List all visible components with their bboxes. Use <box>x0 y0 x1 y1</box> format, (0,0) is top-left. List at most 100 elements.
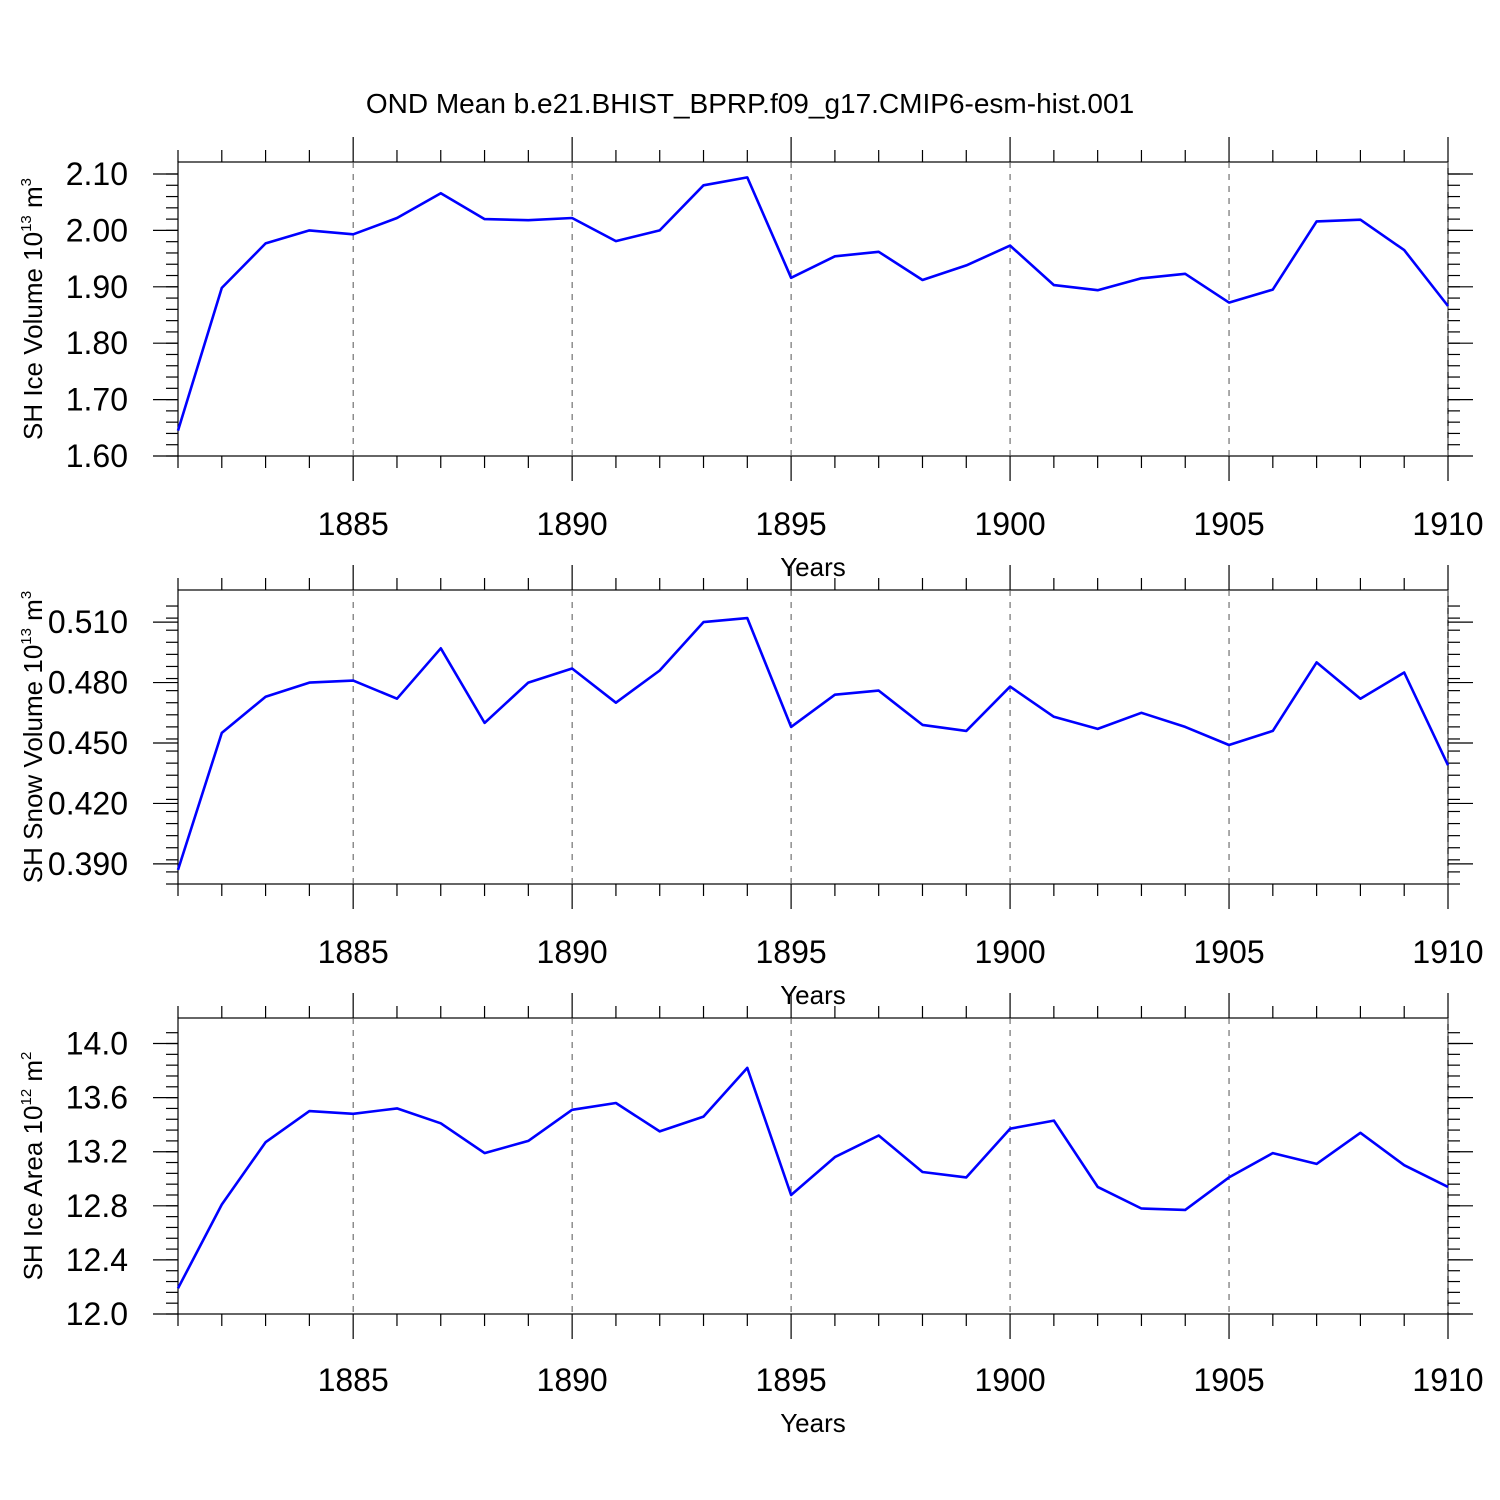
data-point <box>1227 1175 1231 1179</box>
data-point <box>351 1112 355 1116</box>
data-point <box>1096 1185 1100 1189</box>
data-point <box>964 729 968 733</box>
data-point <box>307 228 311 232</box>
x-tick-label: 1885 <box>318 506 389 542</box>
data-point <box>1008 244 1012 248</box>
data-point <box>1315 1162 1319 1166</box>
y-tick-label: 0.420 <box>48 785 128 821</box>
y-tick-label: 12.4 <box>66 1242 128 1278</box>
data-point <box>1139 711 1143 715</box>
y-axis-title-text: m <box>18 599 48 628</box>
x-tick-label: 1890 <box>537 1362 608 1398</box>
y-tick-label: 13.2 <box>66 1134 128 1170</box>
data-point <box>745 616 749 620</box>
data-point <box>920 723 924 727</box>
data-point <box>1183 725 1187 729</box>
y-tick-label: 12.0 <box>66 1296 128 1332</box>
data-point <box>1271 1151 1275 1155</box>
y-tick-label: 1.80 <box>66 325 128 361</box>
x-tick-label: 1895 <box>756 934 827 970</box>
y-axis-title-superscript: 3 <box>18 591 35 599</box>
data-point <box>176 429 180 433</box>
data-point <box>220 1202 224 1206</box>
data-point <box>307 681 311 685</box>
data-point <box>789 1193 793 1197</box>
data-point <box>483 1151 487 1155</box>
data-point <box>745 175 749 179</box>
data-point <box>1052 283 1056 287</box>
data-point <box>614 1101 618 1105</box>
y-axis-title-superscript: 2 <box>18 1052 35 1060</box>
y-tick-label: 14.0 <box>66 1026 128 1062</box>
data-point <box>570 216 574 220</box>
y-axis-title-superscript: 3 <box>18 178 35 186</box>
data-point <box>1446 763 1450 767</box>
data-point <box>745 1066 749 1070</box>
x-tick-label: 1895 <box>756 506 827 542</box>
data-point <box>570 666 574 670</box>
data-point <box>1008 1127 1012 1131</box>
data-point <box>1052 1119 1056 1123</box>
data-point <box>176 1286 180 1290</box>
y-axis-title-text: SH Ice Volume 10 <box>18 232 48 440</box>
x-tick-label: 1890 <box>537 934 608 970</box>
data-series-line <box>176 1066 1449 1289</box>
data-point <box>614 701 618 705</box>
data-point <box>1227 301 1231 305</box>
data-point <box>439 646 443 650</box>
x-tick-label: 1910 <box>1412 1362 1483 1398</box>
data-point <box>570 1108 574 1112</box>
panel-1: 1885 1890 1895 1900 1905 1910 Years 1.60 1.70 1.8… <box>18 137 1484 582</box>
y-axis-title-text: SH Snow Volume 10 <box>18 645 48 883</box>
data-point <box>1096 727 1100 731</box>
data-point <box>877 1133 881 1137</box>
data-point <box>877 250 881 254</box>
data-series-line <box>176 176 1450 431</box>
data-point <box>658 1129 662 1133</box>
y-axis-title-text: SH Ice Area 10 <box>18 1106 48 1281</box>
panel-2: 1885 1890 1895 1900 1905 1910 Years 0.390 0.420 0… <box>18 565 1484 1010</box>
data-point <box>789 276 793 280</box>
data-point <box>1315 219 1319 223</box>
x-axis-title: Years <box>780 552 846 582</box>
y-axis-title: SH Snow Volume 1013 m3 <box>18 591 48 883</box>
x-axis-title: Years <box>780 980 846 1010</box>
y-tick-label: 1.60 <box>66 438 128 474</box>
y-tick-label: 12.8 <box>66 1188 128 1224</box>
plot-frame <box>177 161 1449 457</box>
data-point <box>264 241 268 245</box>
data-point <box>702 183 706 187</box>
data-point <box>1052 715 1056 719</box>
data-point <box>1271 288 1275 292</box>
y-axis-title-text: m <box>18 1060 48 1089</box>
y-tick-label: 0.480 <box>48 665 128 701</box>
y-axis-title-superscript: 13 <box>18 215 35 232</box>
plot-frame <box>177 1017 1449 1315</box>
y-tick-label: 0.450 <box>48 725 128 761</box>
x-tick-label: 1910 <box>1412 934 1483 970</box>
x-tick-label: 1895 <box>756 1362 827 1398</box>
data-point <box>1402 671 1406 675</box>
y-tick-label: 1.90 <box>66 269 128 305</box>
data-point <box>702 620 706 624</box>
y-axis-title-superscript: 13 <box>18 628 35 645</box>
x-tick-label: 1905 <box>1193 506 1264 542</box>
data-point <box>351 679 355 683</box>
data-point <box>1008 685 1012 689</box>
data-point <box>877 689 881 693</box>
data-point <box>526 1139 530 1143</box>
x-tick-label: 1900 <box>974 506 1045 542</box>
data-point <box>220 286 224 290</box>
data-point <box>920 1170 924 1174</box>
x-tick-label: 1900 <box>974 934 1045 970</box>
data-point <box>1446 1185 1450 1189</box>
data-point <box>220 731 224 735</box>
data-point <box>1096 288 1100 292</box>
x-tick-label: 1885 <box>318 934 389 970</box>
data-point <box>833 254 837 258</box>
data-point <box>658 228 662 232</box>
data-point <box>702 1115 706 1119</box>
data-point <box>439 1121 443 1125</box>
y-tick-label: 1.70 <box>66 382 128 418</box>
